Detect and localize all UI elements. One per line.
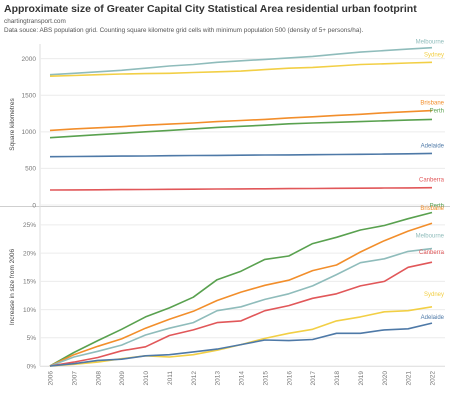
series-line-perth <box>49 211 433 367</box>
y-axis-label: Square kilometres <box>9 98 16 151</box>
series-label-canberra: Canberra <box>419 250 445 256</box>
x-tick-label: 2011 <box>167 371 174 385</box>
series-label-brisbane: Brisbane <box>420 101 444 107</box>
y-tick-label: 1000 <box>22 129 37 136</box>
y-tick-label: 10% <box>23 307 36 314</box>
x-tick-label: 2006 <box>48 371 55 386</box>
series-line-brisbane <box>49 109 433 132</box>
x-tick-label: 2017 <box>310 371 317 386</box>
y-tick-label: 0 <box>32 202 36 209</box>
series-label-perth: Perth <box>430 108 444 114</box>
y-tick-label: 0% <box>27 363 37 370</box>
series-label-sydney: Sydney <box>424 292 444 298</box>
x-tick-label: 2007 <box>71 371 78 386</box>
page-title: Approximate size of Greater Capital City… <box>4 3 417 15</box>
x-tick-label: 2019 <box>358 371 365 386</box>
series-line-perth <box>49 118 433 139</box>
y-tick-label: 2000 <box>22 56 37 63</box>
x-tick-label: 2013 <box>215 371 222 386</box>
y-tick-label: 5% <box>27 335 37 342</box>
x-tick-label: 2014 <box>239 371 246 386</box>
series-label-brisbane: Brisbane <box>420 206 444 212</box>
series-label-melbourne: Melbourne <box>416 234 445 240</box>
series-line-canberra <box>49 261 433 367</box>
series-line-brisbane <box>49 222 433 367</box>
x-tick-label: 2021 <box>406 371 413 386</box>
series-line-sydney <box>49 61 433 77</box>
y-tick-label: 20% <box>23 250 36 257</box>
series-label-sydney: Sydney <box>424 52 444 58</box>
y-tick-label: 500 <box>25 166 36 173</box>
x-tick-label: 2022 <box>430 371 437 386</box>
y-axis-label: Increase in size from 2006 <box>9 249 16 326</box>
data-note: Data souce: ABS population grid. Countin… <box>4 27 364 34</box>
x-tick-label: 2020 <box>382 371 389 386</box>
x-tick-label: 2008 <box>95 371 102 386</box>
x-tick-label: 2009 <box>119 371 126 386</box>
series-label-adelaide: Adelaide <box>421 143 445 149</box>
x-tick-label: 2018 <box>334 371 341 386</box>
x-tick-label: 2012 <box>191 371 198 386</box>
y-tick-label: 15% <box>23 279 36 286</box>
y-tick-label: 25% <box>23 222 36 229</box>
x-tick-label: 2016 <box>286 371 293 386</box>
series-label-melbourne: Melbourne <box>416 40 445 46</box>
series-line-adelaide <box>49 322 433 367</box>
series-line-adelaide <box>49 152 433 158</box>
series-label-adelaide: Adelaide <box>421 315 445 321</box>
x-tick-label: 2010 <box>143 371 150 386</box>
source-site: chartingtransport.com <box>4 18 66 25</box>
series-label-perth: Perth <box>430 204 444 210</box>
x-tick-label: 2015 <box>262 371 269 386</box>
series-label-canberra: Canberra <box>419 178 445 184</box>
series-line-melbourne <box>49 247 433 367</box>
series-line-canberra <box>49 186 433 191</box>
y-tick-label: 1500 <box>22 93 37 100</box>
series-line-melbourne <box>49 46 433 76</box>
